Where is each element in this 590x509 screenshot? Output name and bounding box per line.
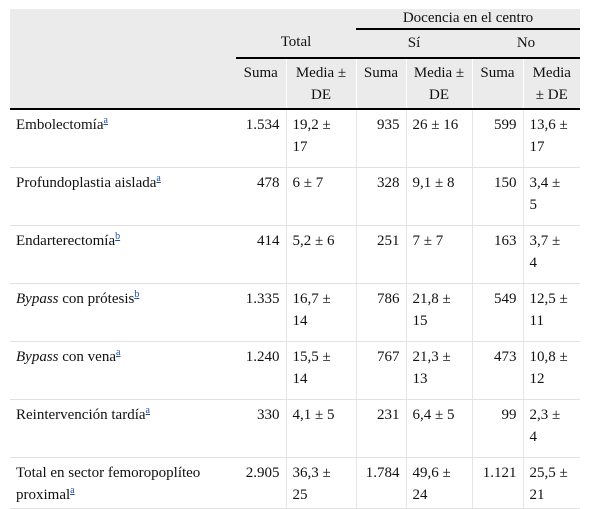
cell-si-media: 26 ± 16 xyxy=(405,109,472,168)
cell-total-suma: 1.534 xyxy=(236,109,286,168)
cell-no-suma: 99 xyxy=(471,399,523,458)
cell-si-suma: 935 xyxy=(355,109,406,168)
col-header-si-media: Media ± DE xyxy=(405,58,472,110)
footnote-link[interactable]: a xyxy=(115,347,121,358)
cell-si-suma: 251 xyxy=(355,225,406,284)
cell-total-media: 4,1 ± 5 xyxy=(285,399,356,458)
cell-total-media: 36,3 ±25 xyxy=(285,457,356,509)
cell-total-suma: 330 xyxy=(236,399,286,458)
cell-si-media: 6,4 ± 5 xyxy=(405,399,472,458)
cell-total-media: 15,5 ±14 xyxy=(285,341,356,400)
col-header-no-media: Media ± DE xyxy=(522,58,581,110)
table-row: Endarterectomíab 414 5,2 ± 6 251 7 ± 7 163 3,7… xyxy=(10,225,581,284)
group-header-docencia: Docencia en el centro xyxy=(356,9,581,29)
cell-no-media: 13,6 ±17 xyxy=(522,109,581,168)
cell-no-media: 3,4 ±5 xyxy=(522,167,581,226)
cell-no-media: 3,7 ±4 xyxy=(522,225,581,284)
cell-si-suma: 786 xyxy=(355,283,406,342)
row-label-italic: Bypass xyxy=(16,291,59,307)
group-header-total: Total xyxy=(236,29,356,59)
cell-no-suma: 150 xyxy=(471,167,523,226)
row-label: Bypass con venaa xyxy=(10,341,236,400)
col-header-no-suma: Suma xyxy=(471,58,523,110)
row-label-italic: Bypass xyxy=(16,349,59,365)
cell-no-suma: 163 xyxy=(471,225,523,284)
cell-total-media: 19,2 ±17 xyxy=(285,109,356,168)
cell-total-suma: 1.240 xyxy=(236,341,286,400)
footnote-link[interactable]: a xyxy=(145,405,150,416)
results-table: Docencia en el centro Total Sí No Suma M… xyxy=(10,9,581,509)
cell-si-media: 21,8 ±15 xyxy=(405,283,472,342)
group-header-no: No xyxy=(472,28,581,59)
cell-si-media: 49,6 ±24 xyxy=(405,457,472,509)
col-header-si-suma: Suma xyxy=(355,58,406,110)
table-body: Embolectomíaa 1.534 19,2 ±17 935 26 ± 16 599 1… xyxy=(10,109,581,509)
row-label: Embolectomíaa xyxy=(10,109,236,168)
footnote-link[interactable]: a xyxy=(70,485,75,496)
cell-si-suma: 767 xyxy=(355,341,406,400)
cell-no-suma: 599 xyxy=(471,109,523,168)
table-row: Embolectomíaa 1.534 19,2 ±17 935 26 ± 16 599 1… xyxy=(10,109,581,168)
cell-no-media: 25,5 ±21 xyxy=(522,457,581,509)
footnote-link[interactable]: b xyxy=(115,231,121,242)
row-label: Endarterectomíab xyxy=(10,225,236,284)
cell-no-media: 12,5 ±11 xyxy=(522,283,581,342)
cell-si-suma: 328 xyxy=(355,167,406,226)
footnote-link[interactable]: b xyxy=(134,289,140,300)
row-label: Profundoplastia aisladaa xyxy=(10,167,236,226)
row-label: Bypass con prótesisb xyxy=(10,283,236,342)
footnote-link[interactable]: a xyxy=(156,173,161,184)
cell-no-suma: 549 xyxy=(471,283,523,342)
table-row: Bypass con venaa 1.240 15,5 ±14 767 21,3 ±13… xyxy=(10,341,581,400)
cell-total-suma: 478 xyxy=(236,167,286,226)
row-label: Total en sector femoropoplíteo proximala xyxy=(10,457,236,509)
cell-total-media: 16,7 ±14 xyxy=(285,283,356,342)
cell-total-media: 6 ± 7 xyxy=(285,167,356,226)
group-header-si: Sí xyxy=(356,28,472,59)
row-label: Reintervención tardíaa xyxy=(10,399,236,458)
table-row: Profundoplastia aisladaa 478 6 ± 7 328 9,1 ±… xyxy=(10,167,581,226)
cell-si-media: 7 ± 7 xyxy=(405,225,472,284)
cell-no-suma: 473 xyxy=(471,341,523,400)
cell-si-suma: 1.784 xyxy=(355,457,406,509)
table-row: Reintervención tardíaa 330 4,1 ± 5 231 6,4 ±… xyxy=(10,399,581,458)
cell-total-media: 5,2 ± 6 xyxy=(285,225,356,284)
col-header-total-suma: Suma xyxy=(236,58,286,110)
cell-total-suma: 1.335 xyxy=(236,283,286,342)
cell-no-suma: 1.121 xyxy=(471,457,523,509)
table-row: Bypass con prótesisb 1.335 16,7 ±14 786 21,8… xyxy=(10,283,581,342)
cell-total-suma: 414 xyxy=(236,225,286,284)
cell-si-media: 21,3 ±13 xyxy=(405,341,472,400)
cell-si-media: 9,1 ± 8 xyxy=(405,167,472,226)
table-row: Total en sector femoropoplíteo proximala… xyxy=(10,457,581,509)
cell-total-suma: 2.905 xyxy=(236,457,286,509)
col-header-total-media: Media ± DE xyxy=(285,58,356,110)
cell-si-suma: 231 xyxy=(355,399,406,458)
footnote-link[interactable]: a xyxy=(103,115,108,126)
cell-no-media: 10,8 ±12 xyxy=(522,341,581,400)
cell-no-media: 2,3 ±4 xyxy=(522,399,581,458)
